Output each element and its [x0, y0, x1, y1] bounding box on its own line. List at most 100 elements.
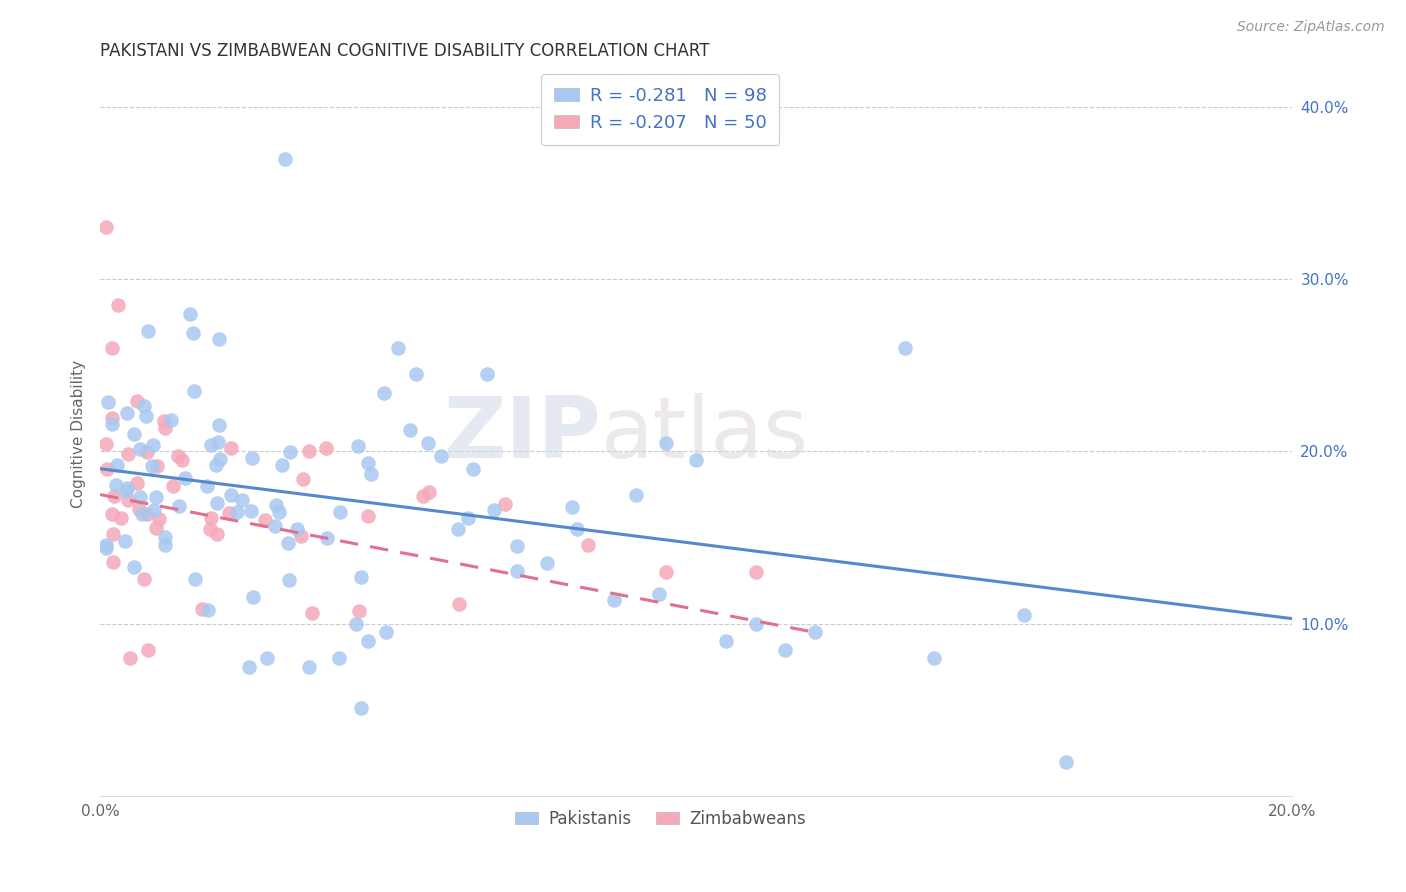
Point — [183, 384, 205, 399]
Point — [315, 441, 337, 455]
Point — [218, 506, 240, 520]
Point — [561, 500, 583, 515]
Point — [416, 435, 439, 450]
Point — [346, 439, 368, 453]
Point — [136, 324, 159, 338]
Point — [271, 458, 294, 473]
Point — [242, 450, 264, 465]
Point — [132, 399, 155, 413]
Point — [274, 152, 297, 166]
Point — [329, 505, 352, 519]
Point — [375, 625, 398, 640]
Point — [162, 479, 184, 493]
Point — [136, 642, 159, 657]
Point — [183, 572, 205, 586]
Point — [148, 511, 170, 525]
Point — [117, 447, 139, 461]
Point — [301, 606, 323, 620]
Point — [100, 411, 122, 425]
Point — [298, 660, 321, 674]
Point — [127, 475, 149, 490]
Point — [447, 522, 470, 536]
Point — [626, 487, 648, 501]
Point — [96, 462, 118, 476]
Point — [238, 660, 260, 674]
Point — [219, 487, 242, 501]
Point — [231, 493, 253, 508]
Point — [242, 591, 264, 605]
Point — [239, 504, 262, 518]
Point — [94, 220, 117, 235]
Point — [101, 507, 124, 521]
Point — [200, 438, 222, 452]
Point — [1054, 755, 1077, 769]
Point — [167, 449, 190, 463]
Point — [647, 586, 669, 600]
Point — [170, 452, 193, 467]
Point — [298, 444, 321, 458]
Point — [264, 518, 287, 533]
Point — [208, 452, 231, 467]
Point — [924, 651, 946, 665]
Point — [360, 467, 382, 481]
Point — [101, 341, 124, 355]
Point — [775, 642, 797, 657]
Point — [132, 572, 155, 586]
Point — [315, 531, 337, 545]
Point — [254, 513, 277, 527]
Point — [207, 434, 229, 449]
Point — [146, 459, 169, 474]
Point — [357, 456, 380, 470]
Point — [536, 557, 558, 571]
Text: ZIP: ZIP — [443, 392, 600, 475]
Point — [418, 484, 440, 499]
Point — [267, 505, 290, 519]
Text: PAKISTANI VS ZIMBABWEAN COGNITIVE DISABILITY CORRELATION CHART: PAKISTANI VS ZIMBABWEAN COGNITIVE DISABI… — [100, 42, 710, 60]
Point — [143, 502, 166, 516]
Point — [350, 570, 373, 584]
Point — [101, 555, 124, 569]
Point — [118, 651, 141, 665]
Point — [124, 560, 146, 574]
Point — [405, 367, 427, 381]
Point — [117, 481, 139, 495]
Point — [136, 507, 159, 521]
Point — [603, 593, 626, 607]
Point — [115, 483, 138, 498]
Point — [744, 616, 766, 631]
Point — [347, 605, 370, 619]
Point — [430, 449, 453, 463]
Point — [117, 493, 139, 508]
Point — [893, 341, 915, 355]
Point — [129, 442, 152, 456]
Point — [350, 700, 373, 714]
Point — [292, 472, 315, 486]
Point — [207, 526, 229, 541]
Point — [226, 505, 249, 519]
Point — [714, 634, 737, 648]
Point — [136, 445, 159, 459]
Point — [208, 333, 231, 347]
Point — [328, 651, 350, 665]
Point — [357, 634, 380, 648]
Point — [804, 625, 827, 640]
Point — [278, 444, 301, 458]
Point — [457, 510, 479, 524]
Point — [207, 496, 229, 510]
Point — [482, 503, 505, 517]
Point — [655, 565, 678, 579]
Point — [101, 417, 124, 431]
Point — [1012, 608, 1035, 623]
Point — [477, 367, 499, 381]
Point — [576, 538, 599, 552]
Point — [685, 453, 707, 467]
Point — [219, 442, 242, 456]
Point — [94, 437, 117, 451]
Point — [167, 500, 190, 514]
Point — [449, 597, 471, 611]
Point — [128, 490, 150, 504]
Point — [152, 414, 174, 428]
Point — [105, 478, 128, 492]
Point — [107, 298, 129, 312]
Point — [506, 539, 529, 553]
